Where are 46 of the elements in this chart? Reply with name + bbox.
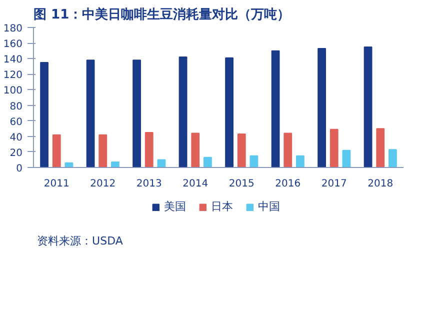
bar — [191, 132, 200, 168]
bar — [52, 134, 61, 168]
bar — [98, 134, 108, 168]
bar — [342, 150, 351, 168]
x-tick-label: 2012 — [90, 178, 116, 190]
x-tick-label: 2015 — [228, 178, 254, 190]
bar — [388, 149, 397, 168]
bar — [132, 60, 141, 168]
bar — [40, 62, 48, 168]
bar — [296, 155, 304, 168]
text: 资料来源：USDA — [37, 234, 124, 248]
x-tick-label: 2016 — [275, 178, 301, 190]
x-tick-label: 2014 — [182, 178, 208, 190]
bar — [284, 132, 292, 168]
bar — [157, 159, 166, 168]
y-tick-label: 0 — [16, 164, 23, 174]
legend-label: 中国 — [258, 199, 280, 214]
bar — [86, 60, 95, 168]
y-tick-label: 160 — [3, 39, 23, 50]
y-tick-label: 140 — [3, 54, 23, 66]
y-tick-label: 80 — [10, 101, 23, 112]
chart-title: 图 11：中美日咖啡生豆消耗量对比（万吨） — [34, 6, 290, 22]
bar — [330, 128, 338, 168]
y-tick-label: 100 — [3, 86, 23, 97]
legend-label: 日本 — [211, 199, 233, 214]
bar — [178, 56, 188, 168]
bar — [204, 156, 212, 168]
x-tick-label: 2013 — [136, 178, 162, 190]
x-tick-label: 2017 — [321, 178, 347, 190]
x-tick-label: 2011 — [44, 178, 70, 190]
bar — [271, 50, 280, 168]
bar — [237, 134, 246, 168]
bar — [318, 48, 326, 168]
y-tick-label: 120 — [3, 70, 23, 82]
y-tick-label: 40 — [10, 132, 23, 144]
bar — [225, 57, 234, 168]
y-tick-label: 20 — [10, 148, 23, 159]
x-tick-label: 2018 — [368, 178, 394, 190]
y-tick-label: 180 — [3, 24, 23, 34]
bar — [376, 128, 385, 168]
bar — [111, 162, 120, 168]
bar — [250, 155, 258, 168]
y-tick-label: 60 — [10, 116, 23, 128]
legend-label: 美国 — [164, 199, 186, 214]
bar — [144, 132, 154, 168]
bar — [364, 46, 372, 168]
